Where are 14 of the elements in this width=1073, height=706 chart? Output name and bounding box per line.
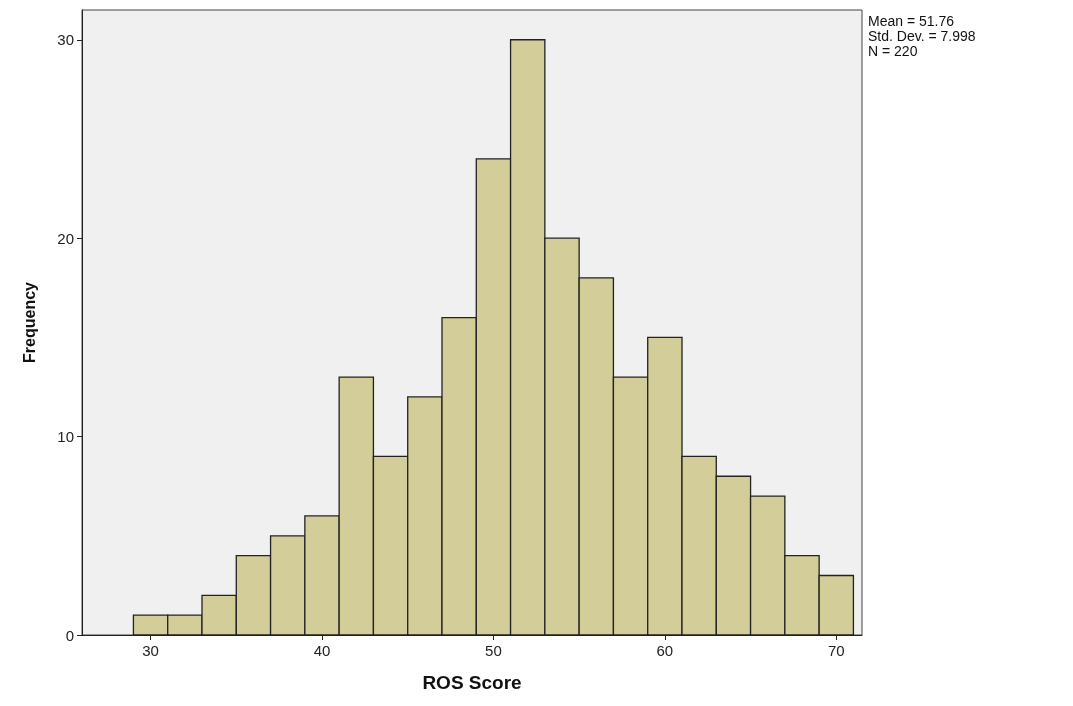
x-tick-label: 30: [142, 642, 159, 659]
y-tick-label: 20: [57, 229, 74, 247]
text: N = 220: [868, 43, 918, 59]
y-tick-label: 10: [57, 428, 74, 446]
x-tick-label: 40: [313, 642, 331, 659]
y-tick-label: 30: [57, 31, 74, 49]
x-axis-title: ROS Score: [422, 672, 522, 693]
x-tick-label: 50: [485, 642, 502, 659]
x-tick-label: 70: [827, 642, 845, 659]
y-tick-label: 0: [65, 626, 74, 644]
x-tick-label: 60: [656, 642, 674, 659]
text: Std. Dev. = 7.998: [868, 28, 976, 44]
text: Mean = 51.76: [868, 13, 955, 29]
y-axis-title: Frequency: [20, 281, 38, 363]
